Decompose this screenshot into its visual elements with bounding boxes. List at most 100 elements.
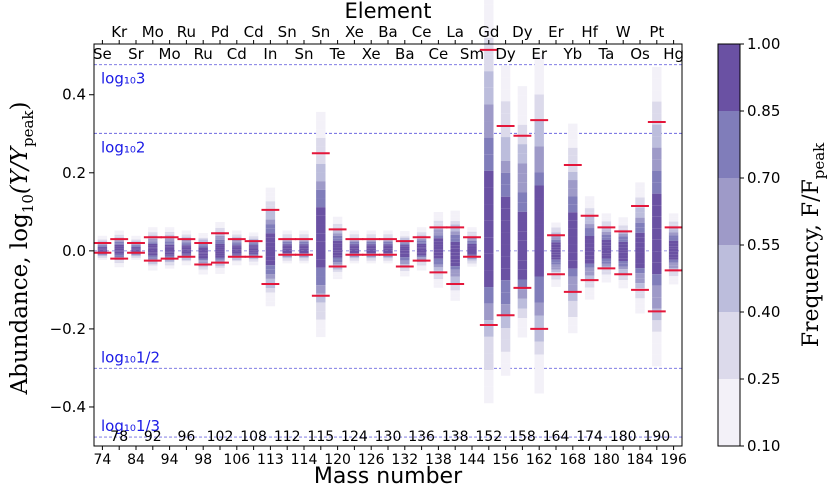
mass-label: 190 bbox=[643, 429, 670, 445]
frequency-cell bbox=[601, 216, 612, 219]
frequency-cell bbox=[265, 192, 276, 197]
frequency-cell bbox=[517, 221, 528, 232]
frequency-cell bbox=[568, 244, 578, 253]
frequency-cell bbox=[282, 230, 292, 232]
frequency-cell bbox=[148, 243, 158, 246]
frequency-cell bbox=[568, 325, 578, 334]
y-axis-label-main: Abundance, log bbox=[7, 213, 33, 396]
frequency-cell bbox=[198, 258, 208, 261]
frequency-cell bbox=[215, 239, 225, 242]
frequency-cell bbox=[652, 262, 662, 275]
frequency-cell bbox=[618, 239, 628, 242]
frequency-cell bbox=[198, 234, 208, 237]
frequency-cell bbox=[534, 68, 544, 82]
frequency-cell bbox=[484, 220, 494, 238]
frequency-cell bbox=[568, 228, 578, 237]
frequency-cell bbox=[332, 233, 343, 236]
frequency-cell bbox=[215, 263, 225, 266]
frequency-cell bbox=[551, 232, 561, 235]
frequency-cell bbox=[601, 245, 612, 248]
frequency-cell bbox=[148, 233, 158, 236]
frequency-cell bbox=[467, 263, 477, 266]
frequency-cell bbox=[248, 232, 259, 234]
frequency-cell bbox=[148, 247, 158, 249]
element-label: Er bbox=[548, 23, 564, 41]
frequency-cell bbox=[248, 238, 259, 241]
frequency-cell bbox=[584, 235, 595, 240]
frequency-cell bbox=[618, 252, 628, 256]
frequency-cell bbox=[383, 240, 393, 242]
frequency-cell bbox=[534, 55, 544, 69]
frequency-cell bbox=[299, 241, 309, 244]
frequency-cell bbox=[517, 289, 528, 299]
frequency-cell bbox=[97, 236, 108, 238]
frequency-cell bbox=[114, 236, 124, 238]
frequency-cell bbox=[450, 293, 460, 298]
frequency-cell bbox=[299, 257, 309, 259]
frequency-cell bbox=[282, 244, 292, 246]
frequency-cell bbox=[534, 120, 544, 134]
frequency-cell bbox=[232, 259, 242, 262]
frequency-cell bbox=[534, 198, 544, 212]
frequency-cell bbox=[484, 270, 494, 288]
frequency-cell bbox=[316, 129, 326, 138]
frequency-cell bbox=[467, 239, 477, 241]
frequency-cell bbox=[181, 263, 192, 266]
frequency-cell bbox=[316, 189, 326, 199]
frequency-cell bbox=[114, 246, 124, 248]
frequency-cell bbox=[332, 255, 343, 258]
frequency-cell bbox=[584, 267, 595, 272]
frequency-cell bbox=[248, 253, 259, 256]
element-label: Kr bbox=[111, 23, 128, 41]
frequency-cell bbox=[131, 250, 141, 252]
element-label: Te bbox=[329, 45, 346, 63]
frequency-cell bbox=[500, 184, 511, 197]
element-label: W bbox=[616, 23, 631, 41]
frequency-cell bbox=[668, 221, 679, 225]
frequency-cell bbox=[400, 253, 410, 256]
frequency-cell bbox=[618, 261, 628, 264]
frequency-cell bbox=[299, 244, 309, 246]
frequency-cell bbox=[316, 198, 326, 208]
frequency-cell bbox=[668, 276, 679, 279]
frequency-cell bbox=[131, 238, 141, 240]
frequency-cell bbox=[618, 258, 628, 262]
frequency-cell bbox=[467, 248, 477, 250]
frequency-cell bbox=[181, 258, 192, 260]
frequency-cell bbox=[164, 230, 175, 233]
frequency-cell bbox=[114, 254, 124, 256]
frequency-cell bbox=[282, 231, 292, 234]
frequency-cell bbox=[517, 86, 528, 96]
frequency-cell bbox=[635, 197, 645, 203]
frequency-cell bbox=[366, 255, 376, 258]
frequency-cell bbox=[215, 247, 225, 250]
frequency-cell bbox=[400, 257, 410, 260]
frequency-cell bbox=[232, 247, 242, 250]
frequency-cell bbox=[383, 243, 393, 245]
frequency-cell bbox=[416, 263, 427, 266]
frequency-cell bbox=[467, 249, 477, 252]
frequency-cell bbox=[148, 252, 158, 254]
frequency-cell bbox=[198, 271, 208, 273]
frequency-cell bbox=[652, 331, 662, 344]
frequency-cell bbox=[618, 277, 628, 281]
frequency-cell bbox=[534, 172, 544, 186]
frequency-cell bbox=[601, 239, 612, 243]
colorbar-band bbox=[718, 178, 740, 245]
frequency-cell bbox=[551, 262, 561, 265]
frequency-cell bbox=[584, 216, 595, 221]
frequency-cell bbox=[282, 260, 292, 263]
frequency-cell bbox=[517, 202, 528, 212]
mass-label: 180 bbox=[593, 452, 620, 468]
frequency-cell bbox=[450, 262, 460, 267]
frequency-cell bbox=[618, 220, 628, 223]
frequency-cell bbox=[517, 134, 528, 145]
frequency-cell bbox=[433, 276, 444, 280]
frequency-cell bbox=[484, 370, 494, 387]
frequency-cell bbox=[568, 300, 578, 310]
y-axis-label-peak: peak bbox=[19, 110, 37, 147]
frequency-cell bbox=[349, 243, 360, 245]
frequency-cell bbox=[635, 192, 645, 198]
frequency-cell bbox=[534, 211, 544, 225]
frequency-cell bbox=[215, 257, 225, 260]
